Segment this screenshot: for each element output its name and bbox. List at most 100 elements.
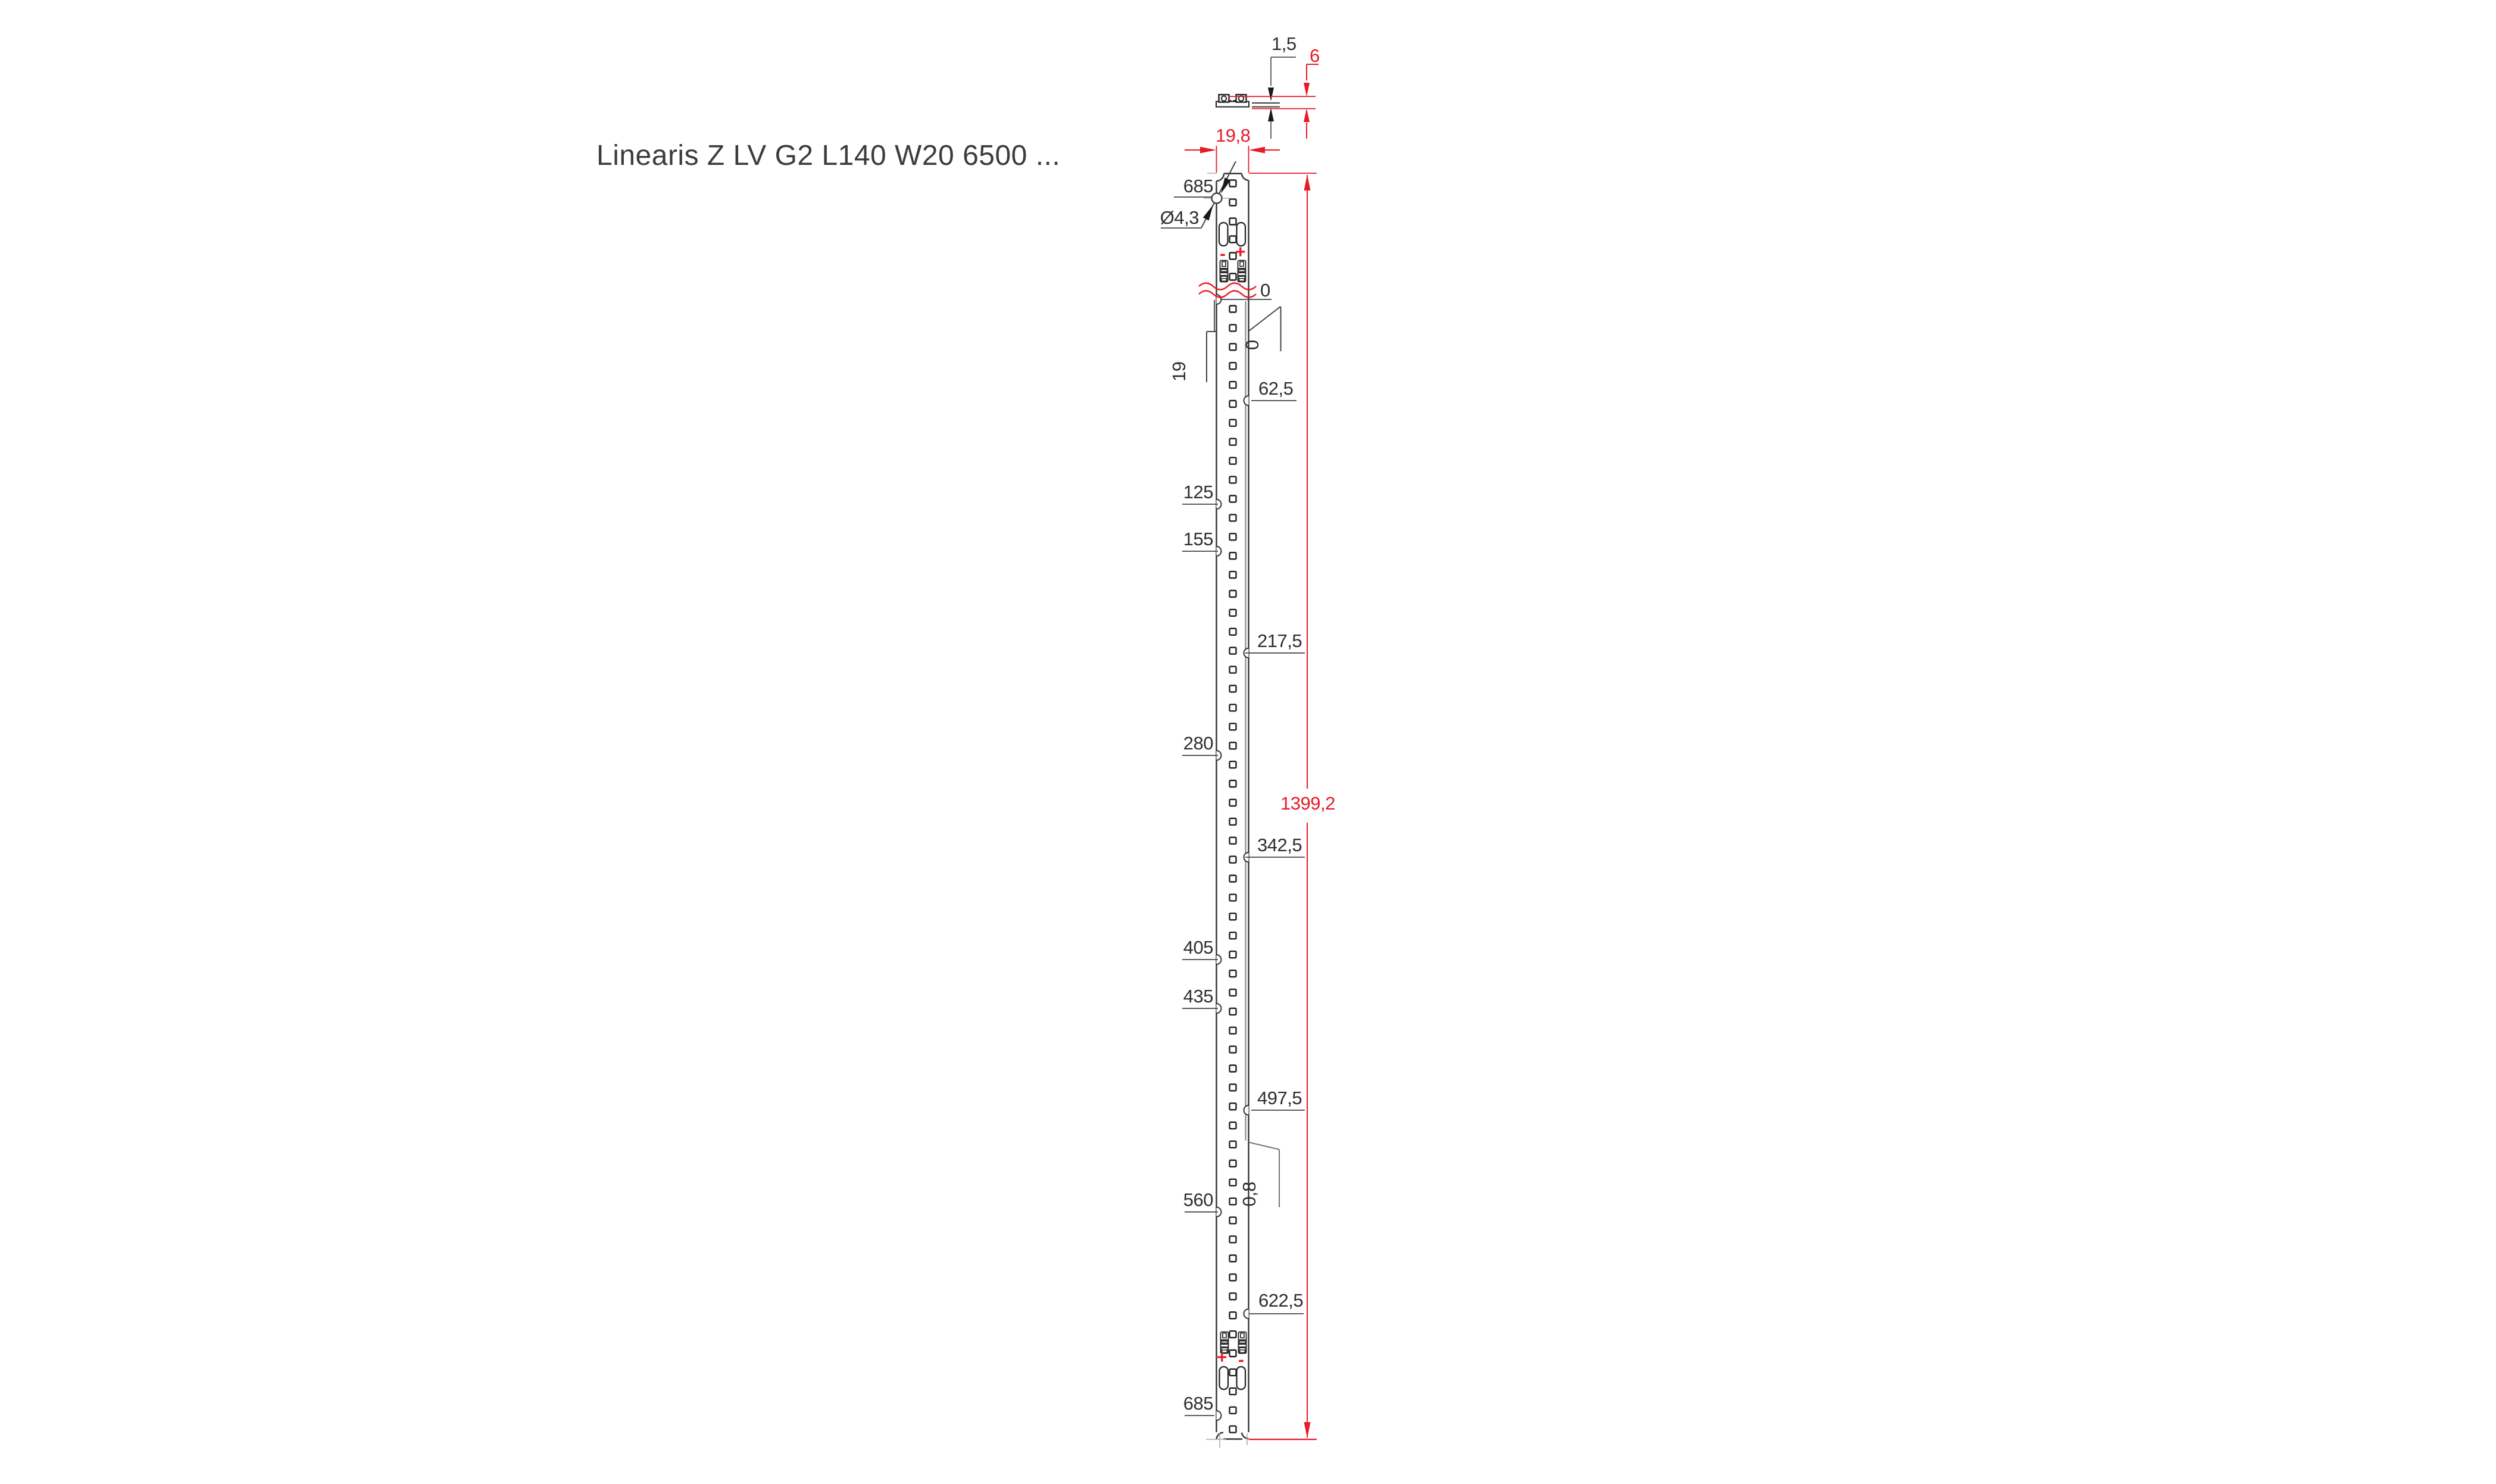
left-mark: 155 (1183, 529, 1214, 549)
led-pad (1229, 438, 1237, 446)
led-pad (1229, 760, 1237, 769)
led-pad (1229, 1007, 1237, 1016)
led-pad (1229, 1083, 1237, 1092)
right-mark: 62,5 (1258, 378, 1294, 399)
overall-dimension (1249, 173, 1317, 1441)
led-pad (1229, 1387, 1237, 1396)
led-pad (1229, 608, 1237, 617)
led-pad (1229, 931, 1237, 940)
led-pad (1229, 252, 1237, 260)
led-pad (1229, 1330, 1237, 1339)
index-notch (1216, 954, 1222, 965)
led-pad (1229, 343, 1237, 351)
led-pad (1229, 1406, 1237, 1414)
profile-outline (1214, 173, 1249, 1440)
index-notch (1216, 750, 1222, 761)
index-notch (1243, 395, 1249, 406)
led-pad (1229, 1045, 1237, 1054)
index-notch (1243, 1105, 1249, 1116)
led-pad (1229, 1368, 1237, 1377)
right-mark: 497,5 (1257, 1088, 1302, 1108)
index-notch (1216, 499, 1222, 510)
led-pad (1229, 741, 1237, 750)
led-pad (1229, 988, 1237, 997)
led-pad (1229, 533, 1237, 541)
index-notch (1216, 1410, 1222, 1421)
dim-height: 6 (1310, 45, 1320, 66)
led-pad (1229, 380, 1237, 389)
mounting-slot (1236, 1366, 1247, 1391)
led-pad (1229, 666, 1237, 674)
callout-leaders (1161, 161, 1305, 1416)
overlap-label: 19 (1169, 361, 1189, 382)
led-pad (1229, 305, 1237, 313)
led-pad (1229, 362, 1237, 370)
led-pad (1229, 1292, 1237, 1301)
center-marks (1206, 173, 1248, 1448)
led-pad (1229, 1140, 1237, 1149)
led-pad (1229, 1102, 1237, 1111)
right-mark: 342,5 (1257, 835, 1302, 855)
led-pad (1229, 779, 1237, 788)
led-pad (1229, 514, 1237, 522)
led-pad (1229, 1159, 1237, 1168)
led-pad (1229, 198, 1237, 207)
drawing-title: Linearis Z LV G2 L140 W20 6500 ... (596, 140, 1061, 171)
break-lines (1198, 282, 1257, 298)
led-pad (1229, 235, 1237, 243)
polarity-plus: + (1217, 1348, 1227, 1367)
led-pad (1229, 893, 1237, 902)
polarity-minus: - (1220, 244, 1226, 264)
index-notch (1243, 1308, 1249, 1319)
polarity-minus: - (1238, 1350, 1244, 1370)
led-pad (1229, 495, 1237, 503)
led-pad (1229, 552, 1237, 560)
led-pad (1229, 1254, 1237, 1263)
left-mark: 125 (1183, 482, 1214, 502)
led-pad (1229, 646, 1237, 655)
right-mark: 217,5 (1257, 630, 1302, 651)
led-pad (1229, 723, 1237, 731)
led-pad (1229, 969, 1237, 978)
led-pad (1229, 1311, 1237, 1320)
led-pad (1229, 1235, 1237, 1244)
datum-zero-label: 0 (1260, 280, 1270, 301)
led-pad (1229, 476, 1237, 484)
led-pad (1229, 1197, 1237, 1206)
left-mark: 405 (1183, 937, 1214, 958)
led-pad (1229, 418, 1237, 427)
index-notch (1216, 1003, 1222, 1014)
mounting-slot (1236, 221, 1247, 247)
led-pad (1229, 1273, 1237, 1282)
led-pad (1229, 399, 1237, 408)
led-pad (1229, 704, 1237, 712)
index-notch (1216, 546, 1222, 557)
right-mark: 622,5 (1258, 1290, 1304, 1311)
profile-features (1218, 221, 1247, 1391)
led-pad (1229, 589, 1237, 598)
led-pad (1229, 1349, 1237, 1358)
led-pad (1229, 798, 1237, 807)
dim-width: 19,8 (1216, 125, 1251, 146)
led-pad (1229, 179, 1237, 188)
mounting-slot (1219, 1366, 1229, 1391)
led-pad (1229, 950, 1237, 959)
pcb-plate (1216, 101, 1249, 108)
left-mark: 685 (1183, 1393, 1214, 1414)
callout-hole-diameter: Ø4,3 (1160, 207, 1199, 228)
datum-flag-label: 0 (1242, 340, 1263, 350)
led-pad (1229, 217, 1237, 226)
left-mark: 280 (1183, 733, 1214, 754)
left-mark: 435 (1183, 986, 1214, 1007)
cross-section-view (1185, 57, 1319, 173)
led-pad (1229, 874, 1237, 883)
led-pad (1229, 457, 1237, 465)
dim-thickness: 1,5 (1272, 33, 1297, 54)
edge-step-label: 0,8 (1239, 1182, 1260, 1207)
led-pad (1229, 324, 1237, 332)
callout-hole-position: 685 (1183, 176, 1214, 196)
led-lens (1220, 95, 1227, 102)
led-pad (1229, 1216, 1237, 1224)
